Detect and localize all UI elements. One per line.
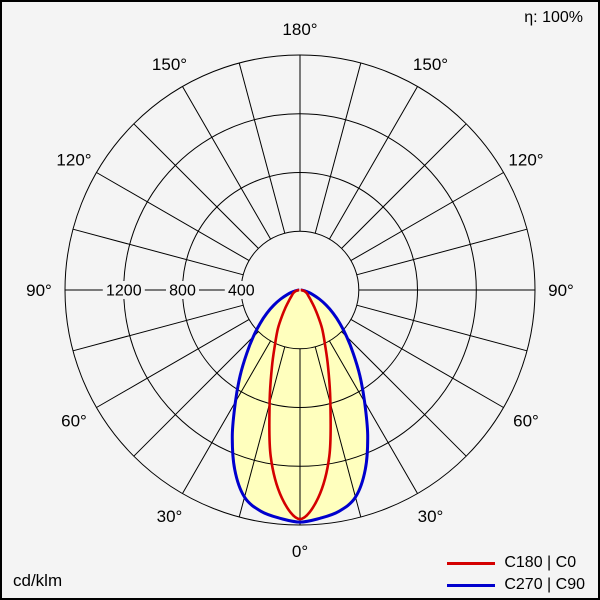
legend-line-blue-icon — [447, 583, 496, 587]
grid-spoke — [356, 304, 528, 352]
angle-label: 0° — [292, 542, 308, 561]
radial-tick-label: 400 — [228, 283, 255, 300]
angle-label: 90° — [548, 281, 574, 300]
radial-tick-label-bg — [224, 281, 258, 299]
grid-spoke — [72, 228, 244, 276]
grid-spoke — [72, 304, 244, 352]
angle-label: 60° — [513, 412, 539, 431]
grid-spoke — [182, 340, 272, 494]
curve-c270-c90 — [230, 288, 370, 524]
efficiency-label: η: 100% — [524, 9, 583, 26]
radial-tick-label-bg — [102, 281, 145, 299]
angle-label: 30° — [157, 507, 183, 526]
grid-spoke — [341, 331, 467, 457]
legend-label-c180-c0: C180 | C0 — [504, 554, 577, 571]
grid-spoke — [182, 86, 272, 240]
legend-line-red-icon — [447, 561, 496, 565]
grid-spoke — [238, 346, 286, 518]
legend: C180 | C0 C270 | C90 — [447, 555, 585, 593]
legend-item-c180-c0: C180 | C0 — [447, 555, 585, 571]
grid-spoke — [96, 318, 250, 408]
grid-spoke — [356, 228, 528, 276]
grid-spoke — [96, 172, 250, 262]
angle-label: 150° — [413, 55, 448, 74]
angle-label: 120° — [508, 151, 543, 170]
angle-label: 30° — [418, 507, 444, 526]
grid-spoke — [314, 346, 362, 518]
grid-spoke — [314, 62, 362, 234]
grid-spoke — [350, 172, 504, 262]
radial-tick-label: 800 — [169, 283, 196, 300]
radial-tick-label: 1200 — [106, 283, 142, 300]
grid-spoke — [238, 62, 286, 234]
grid-spoke — [328, 86, 418, 240]
angle-label: 90° — [26, 281, 52, 300]
grid-spoke — [133, 123, 259, 249]
grid-spoke — [133, 331, 259, 457]
angle-label: 120° — [56, 151, 91, 170]
grid-spoke — [341, 123, 467, 249]
legend-item-c270-c90: C270 | C90 — [447, 577, 585, 593]
curve-c180-c0 — [267, 288, 333, 521]
radial-tick-label-bg — [166, 281, 199, 299]
angle-label: 60° — [61, 412, 87, 431]
angle-label: 180° — [282, 20, 317, 39]
grid-spoke — [328, 340, 418, 494]
angle-label: 150° — [152, 55, 187, 74]
unit-label: cd/klm — [13, 571, 63, 590]
legend-label-c270-c90: C270 | C90 — [504, 576, 585, 593]
grid-spoke — [350, 318, 504, 408]
